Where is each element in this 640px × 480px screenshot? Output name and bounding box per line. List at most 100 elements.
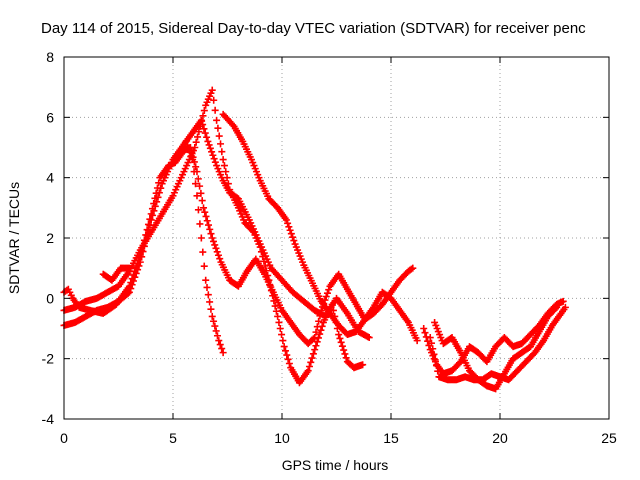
data-marks: [60, 86, 569, 393]
data-point: [207, 230, 215, 238]
data-point: [131, 267, 139, 275]
data-point: [134, 260, 142, 268]
data-point: [211, 158, 219, 166]
data-point: [211, 106, 219, 114]
data-point: [278, 331, 286, 339]
data-point: [192, 163, 200, 171]
x-tick-label: 25: [601, 430, 617, 446]
series-track-1: [60, 116, 373, 342]
data-point: [219, 349, 227, 357]
data-point: [194, 175, 202, 183]
data-point: [203, 283, 211, 291]
data-point: [208, 312, 216, 320]
data-point: [194, 206, 202, 214]
data-point: [152, 189, 160, 197]
data-point: [260, 257, 268, 265]
data-point: [407, 265, 415, 273]
data-point: [213, 248, 221, 256]
data-point: [198, 197, 206, 205]
x-axis-label: GPS time / hours: [282, 457, 389, 473]
data-point: [322, 293, 330, 301]
data-point: [206, 298, 214, 306]
series-track-8: [431, 303, 561, 393]
series-track-5: [219, 110, 421, 345]
data-point: [336, 334, 344, 342]
data-point: [359, 361, 367, 369]
data-point: [199, 112, 207, 120]
data-point: [282, 216, 290, 224]
data-point: [272, 307, 280, 315]
data-point: [340, 346, 348, 354]
data-point: [337, 338, 345, 346]
data-point: [213, 332, 221, 340]
data-point: [413, 337, 421, 345]
data-point: [146, 215, 154, 223]
data-point: [210, 96, 218, 104]
data-point: [316, 312, 324, 320]
data-point: [222, 168, 230, 176]
data-point: [313, 338, 321, 346]
data-point: [420, 325, 428, 332]
data-point: [325, 286, 333, 294]
data-point: [434, 367, 442, 375]
data-point: [259, 253, 267, 261]
data-point: [210, 155, 218, 163]
data-point: [309, 335, 317, 343]
data-point: [135, 256, 143, 264]
data-point: [200, 125, 208, 133]
data-point: [205, 221, 213, 229]
data-point: [216, 255, 224, 263]
data-point: [290, 237, 298, 245]
series-track-3: [182, 137, 227, 357]
data-point: [365, 334, 373, 342]
data-point: [312, 342, 320, 350]
x-tick-label: 20: [492, 430, 508, 446]
data-point: [211, 322, 219, 330]
data-point: [202, 276, 210, 284]
y-tick-label: 4: [46, 170, 54, 186]
data-point: [323, 289, 331, 297]
data-point: [204, 291, 212, 299]
data-point: [427, 339, 435, 347]
data-point: [316, 330, 324, 338]
data-point: [202, 212, 210, 220]
data-point: [212, 327, 220, 335]
data-point: [214, 124, 222, 132]
data-point: [201, 208, 209, 216]
x-tick-label: 10: [274, 430, 290, 446]
data-point: [209, 151, 217, 159]
data-point: [151, 194, 159, 202]
data-point: [206, 225, 214, 233]
data-point: [192, 138, 200, 146]
chart-title: Day 114 of 2015, Sidereal Day-to-day VTE…: [41, 20, 586, 37]
y-axis-label: SDTVAR / TECUs: [6, 182, 22, 294]
data-point: [189, 153, 197, 161]
x-tick-label: 0: [60, 430, 68, 446]
data-point: [309, 350, 317, 358]
data-point: [205, 141, 213, 149]
data-point: [148, 205, 156, 213]
data-point: [213, 116, 221, 124]
data-point: [193, 168, 201, 176]
data-point: [211, 241, 219, 249]
data-point: [275, 318, 283, 326]
data-point: [217, 140, 225, 148]
data-point: [150, 200, 158, 208]
data-point: [203, 133, 211, 141]
data-point: [197, 189, 205, 197]
data-point: [136, 252, 144, 260]
data-point: [338, 342, 346, 350]
data-point: [132, 263, 140, 271]
data-point: [218, 148, 226, 156]
data-point: [426, 334, 434, 342]
data-point: [139, 242, 147, 250]
data-point: [153, 184, 161, 192]
data-point: [289, 233, 297, 241]
data-point: [182, 137, 190, 145]
data-point: [335, 331, 343, 339]
data-point: [125, 264, 133, 272]
data-point: [285, 223, 293, 231]
data-point: [328, 300, 336, 308]
data-point: [274, 312, 282, 320]
